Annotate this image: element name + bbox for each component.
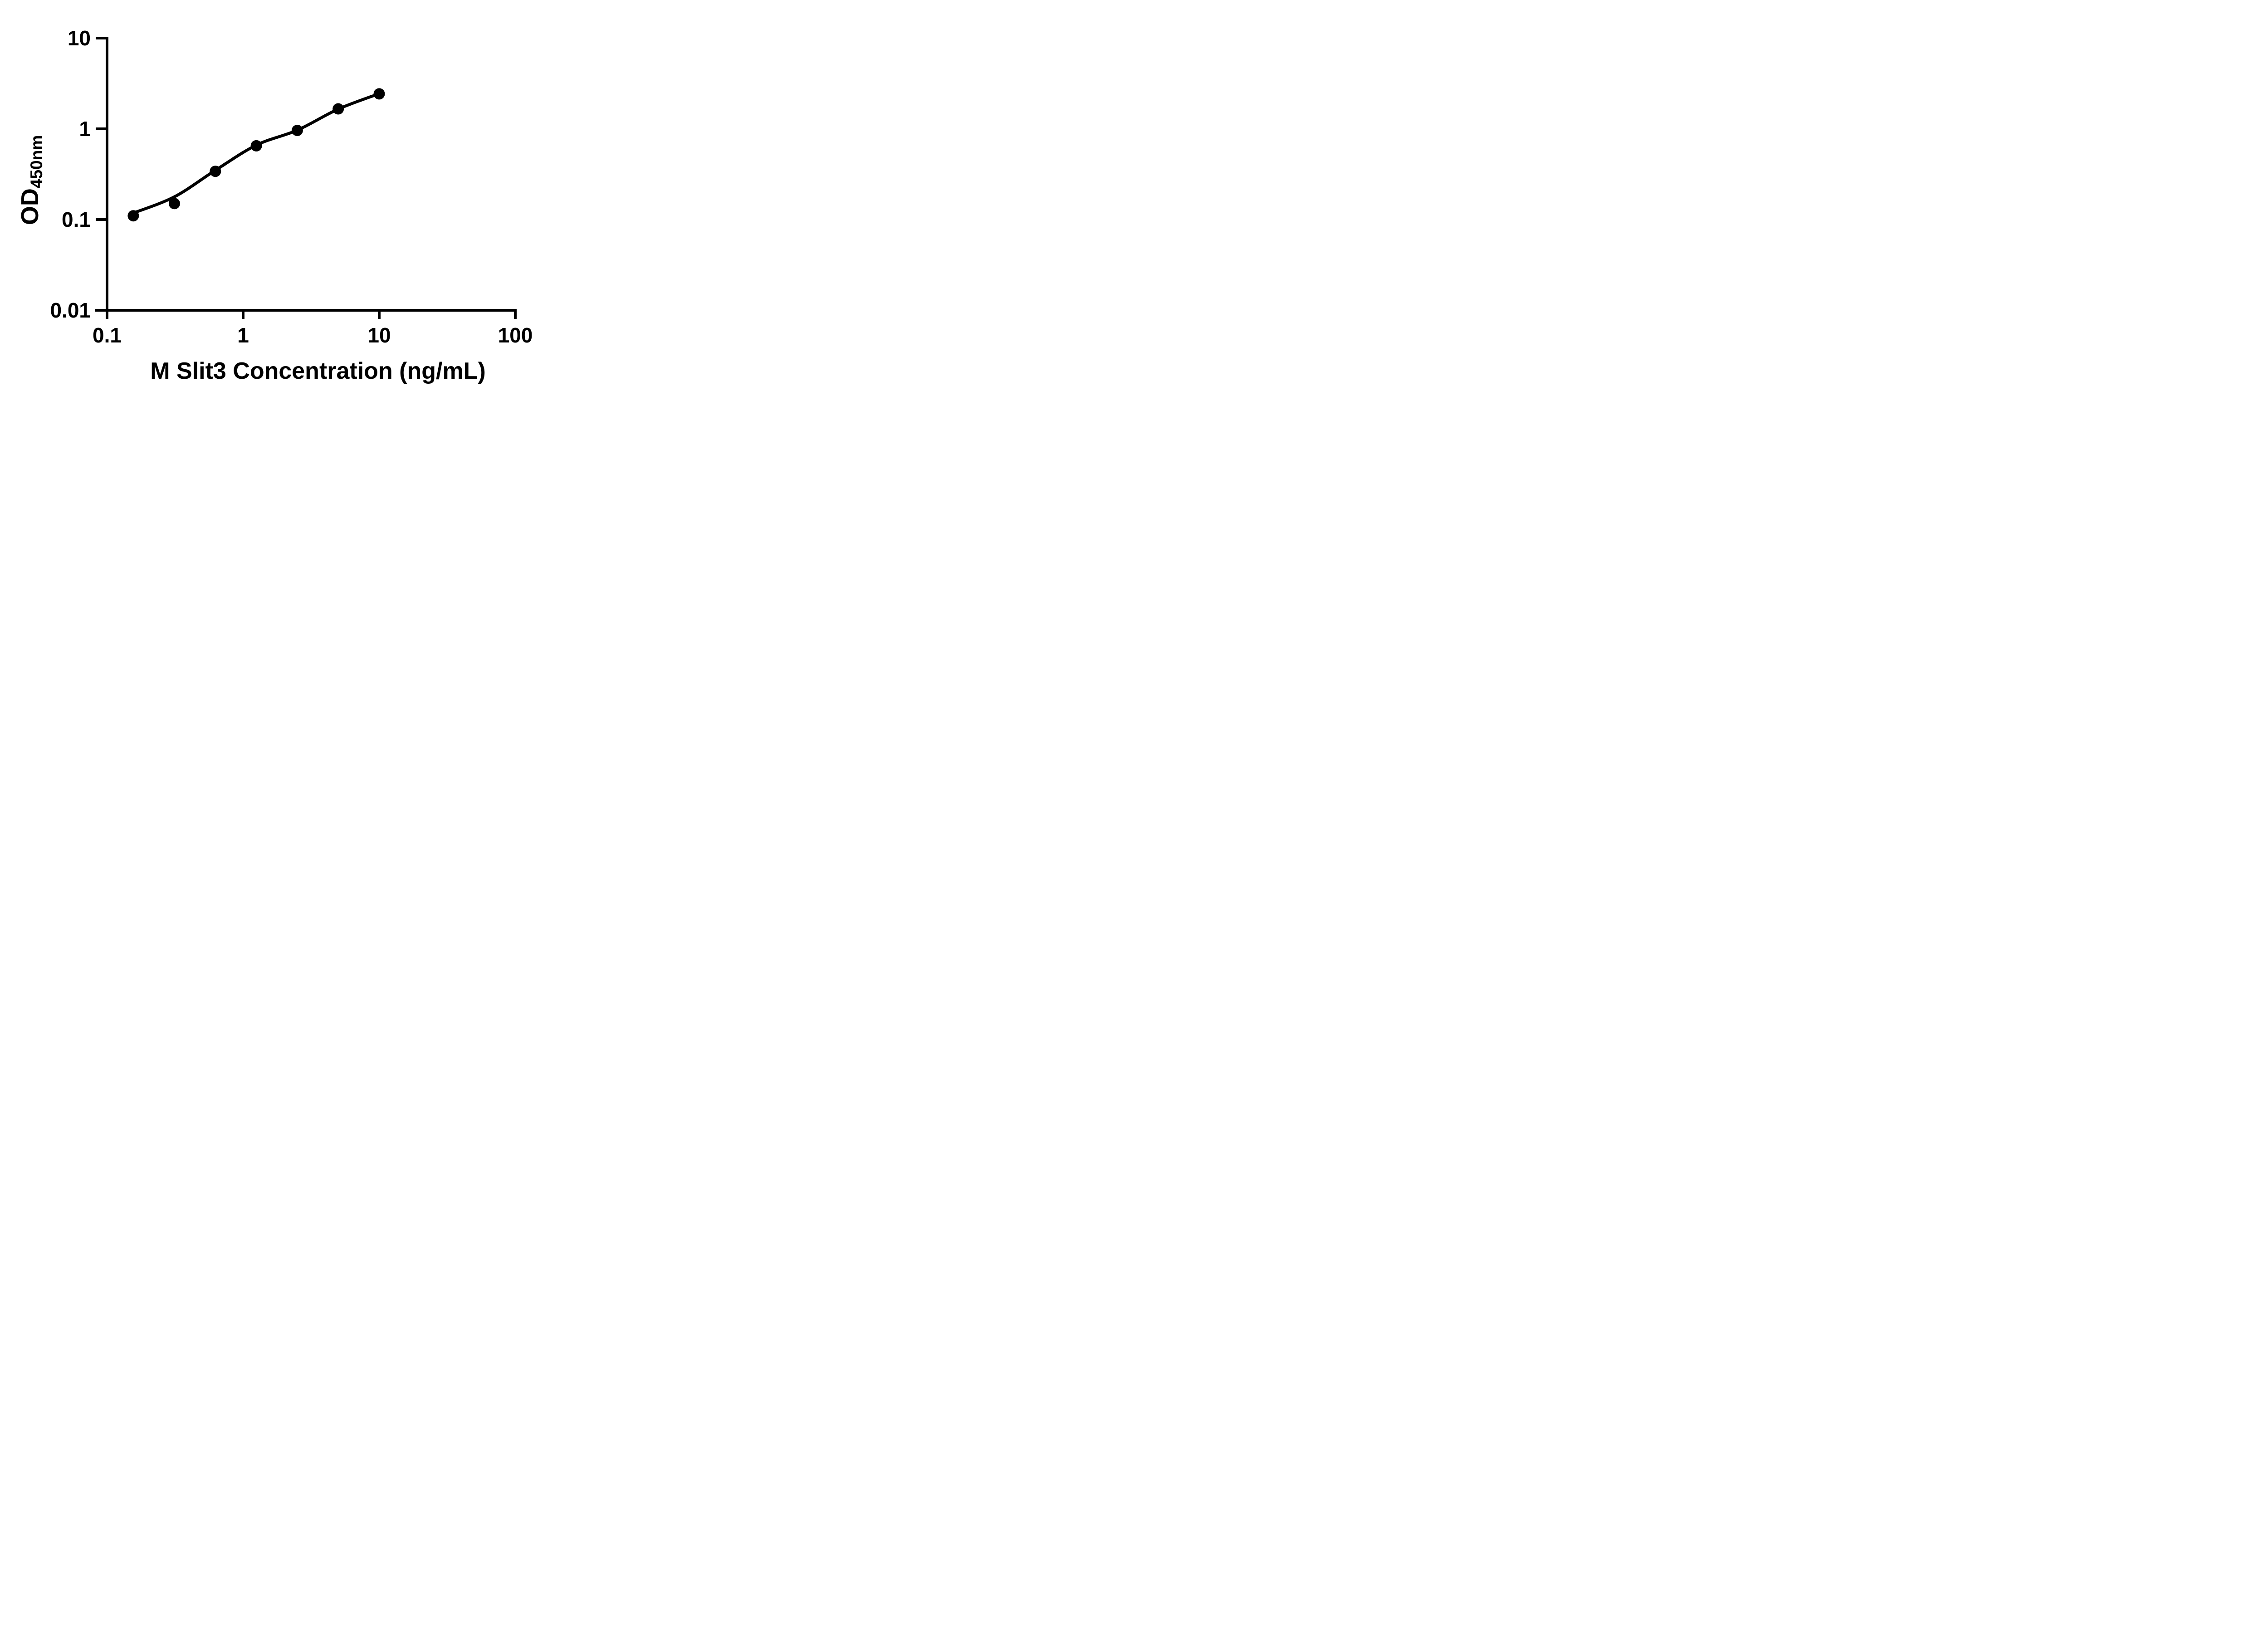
data-point [291,125,303,136]
x-tick [378,309,381,319]
data-point [210,166,221,177]
y-tick [96,37,108,39]
y-tick-label-1: 1 [79,117,91,141]
y-tick-label-0.01: 0.01 [50,298,91,322]
y-axis-title-subscript: 450nm [27,135,46,189]
data-point [250,140,262,152]
x-tick [514,309,517,319]
data-point [169,198,180,210]
data-point [373,88,385,100]
data-point [127,210,139,222]
y-axis-line [106,37,108,312]
x-tick [106,309,108,319]
plot-area [95,37,517,319]
x-axis-line [95,309,517,312]
x-axis-title: M Slit3 Concentration (ng/mL) [150,358,486,384]
y-tick [96,218,108,221]
y-tick-label-10: 10 [67,26,91,50]
y-tick [96,127,108,130]
x-tick-label-0.1: 0.1 [93,323,122,347]
x-tick-label-1: 1 [237,323,249,347]
y-tick-label-0.1: 0.1 [62,208,91,231]
x-tick-label-10: 10 [367,323,391,347]
elisa-standard-curve-figure: M Slit3 Concentration (ng/mL) OD450nm 0.… [0,0,573,408]
x-tick [242,309,244,319]
x-tick-label-100: 100 [498,323,533,347]
data-point [332,103,344,115]
